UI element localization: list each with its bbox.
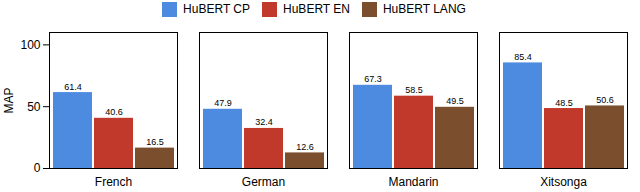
svg-text:French: French	[95, 175, 132, 189]
svg-text:Mandarin: Mandarin	[388, 175, 438, 189]
svg-text:100: 100	[20, 38, 40, 52]
html-text:HuBERT CP: HuBERT CP	[183, 2, 250, 16]
svg-text:47.9: 47.9	[214, 98, 232, 108]
svg-text:49.5: 49.5	[446, 96, 464, 106]
svg-text:61.4: 61.4	[64, 82, 82, 92]
svg-text:58.5: 58.5	[405, 85, 423, 95]
html-text:HuBERT LANG: HuBERT LANG	[383, 2, 466, 16]
svg-text:40.6: 40.6	[105, 107, 123, 117]
svg-text:16.5: 16.5	[146, 137, 164, 147]
svg-text:32.4: 32.4	[255, 117, 273, 127]
svg-text:0: 0	[34, 161, 41, 175]
svg-text:MAP: MAP	[2, 87, 16, 113]
svg-text:67.3: 67.3	[364, 74, 382, 84]
svg-text:12.6: 12.6	[296, 142, 314, 152]
svg-text:50.6: 50.6	[596, 95, 614, 105]
html-text:HuBERT EN: HuBERT EN	[283, 2, 350, 16]
svg-text:Xitsonga: Xitsonga	[540, 175, 587, 189]
svg-text:50: 50	[27, 100, 41, 114]
svg-text:85.4: 85.4	[514, 52, 532, 62]
svg-text:German: German	[242, 175, 285, 189]
svg-text:48.5: 48.5	[555, 98, 573, 108]
